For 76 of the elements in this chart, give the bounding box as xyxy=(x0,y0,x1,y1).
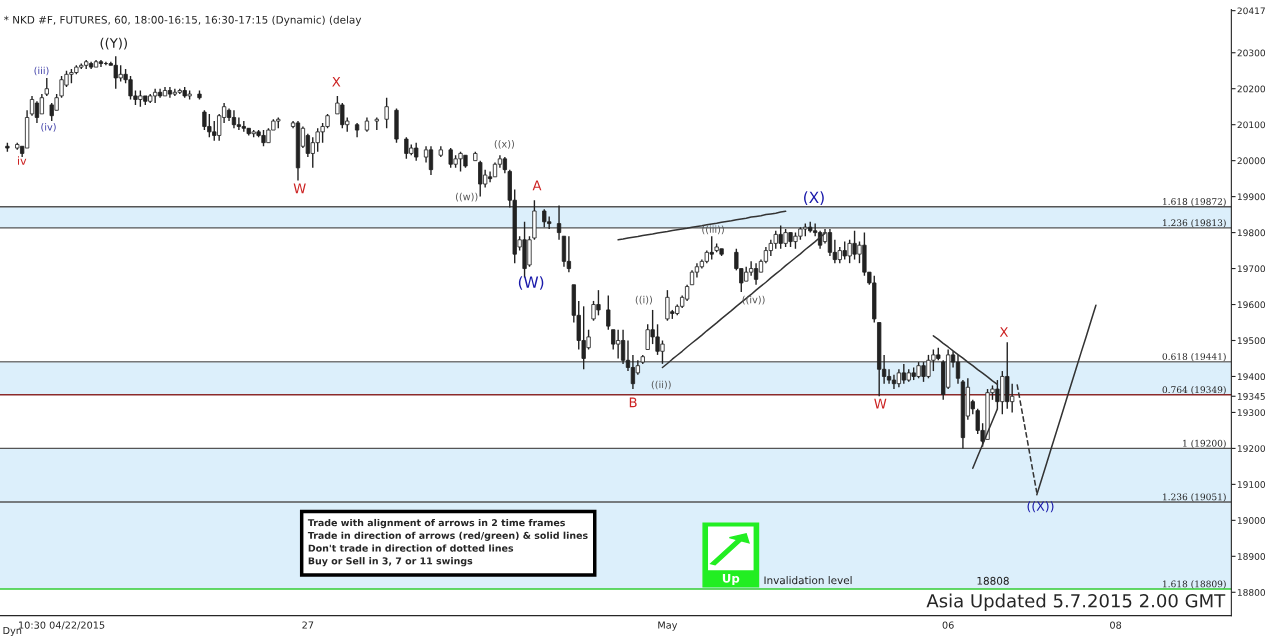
annotation: B xyxy=(629,397,637,408)
annotation: A xyxy=(532,180,542,191)
annotation: (X) xyxy=(804,191,824,205)
ref-line-label: 1.236 (19051) xyxy=(1163,493,1226,502)
annotation: Buy or Sell in 3, 7 or 11 swings xyxy=(308,557,473,567)
y-tick-label: 20300 xyxy=(1237,49,1266,57)
y-tick-label: 18900 xyxy=(1237,553,1266,560)
candlestick xyxy=(620,329,626,365)
annotation: (iii) xyxy=(34,66,49,76)
y-tick-label: 20417 xyxy=(1237,7,1265,15)
candlestick xyxy=(556,204,562,241)
annotation: ((ii)) xyxy=(651,380,671,390)
x-tick-label: 08 xyxy=(1110,621,1122,629)
y-tick-label: 18800 xyxy=(1237,589,1266,596)
y-tick-label: 19500 xyxy=(1237,337,1266,345)
annotation: ((Y)) xyxy=(100,37,127,50)
annotation: X xyxy=(332,76,341,87)
annotation: Trade with alignment of arrows in 2 time frames xyxy=(307,518,565,529)
annotation: ((iv)) xyxy=(742,295,765,305)
y-tick-label: 19900 xyxy=(1237,193,1266,201)
candlestick xyxy=(34,100,40,124)
ref-line-label: 1.618 (18809) xyxy=(1163,580,1226,589)
candlestick xyxy=(955,354,961,385)
candlestick xyxy=(384,97,389,129)
annotation: Trade in direction of arrows (red/green) & solid lines xyxy=(307,531,588,541)
y-tick-label: 20100 xyxy=(1237,121,1266,129)
ref-line-label: 1.618 (19872) xyxy=(1163,197,1226,207)
x-tick-label: May xyxy=(658,621,678,631)
candlestick xyxy=(29,95,35,117)
y-tick-label: 19345 xyxy=(1237,392,1265,400)
annotation: Invalidation level xyxy=(764,576,852,585)
y-tick-label: 19800 xyxy=(1237,229,1266,237)
candlestick xyxy=(630,354,636,390)
candlestick xyxy=(827,228,833,257)
x-tick-label: 27 xyxy=(302,621,314,629)
y-tick-label: 19700 xyxy=(1237,265,1266,273)
annotation: X xyxy=(999,327,1009,337)
annotation: (W) xyxy=(518,276,544,290)
candlestick xyxy=(891,373,897,390)
annotation: 18808 xyxy=(977,576,1009,585)
ref-line-label: 0.618 (19441) xyxy=(1162,352,1226,362)
y-tick-label: 20200 xyxy=(1237,85,1266,93)
candlestick xyxy=(886,368,892,385)
line-series xyxy=(932,335,999,386)
x-tick-label: 06 xyxy=(942,621,954,629)
annotation: W xyxy=(293,183,306,194)
ref-line-label: 0.764 (19349) xyxy=(1162,386,1226,395)
annotation: Don't trade in direction of dotted lines xyxy=(308,544,514,552)
line-series xyxy=(972,408,999,469)
candlestick xyxy=(606,294,611,331)
line-series xyxy=(617,210,787,241)
y-tick-label: 19600 xyxy=(1237,301,1266,309)
annotation: ((X)) xyxy=(1027,501,1054,513)
y-tick-label: 19100 xyxy=(1237,481,1266,488)
candlestick xyxy=(566,235,572,273)
annotation: (iv) xyxy=(41,123,56,132)
annotation: ((x)) xyxy=(494,140,514,149)
y-tick-label: 20000 xyxy=(1237,157,1266,165)
annotation: Asia Updated 5.7.2015 2.00 GMT xyxy=(926,593,1226,612)
y-tick-label: 19300 xyxy=(1237,409,1266,416)
annotation: Up xyxy=(722,573,740,586)
x-tick-label: 10:30 04/22/2015 xyxy=(19,621,105,630)
candlestick xyxy=(753,262,759,286)
y-tick-label: 19200 xyxy=(1237,445,1266,452)
annotation: ((w)) xyxy=(455,192,478,202)
candlestick xyxy=(428,145,434,176)
annotation: ((iii)) xyxy=(702,225,724,235)
y-tick-label: 19400 xyxy=(1237,373,1266,381)
candlestick xyxy=(236,116,242,131)
ref-line-label: 1 (19200) xyxy=(1183,439,1226,448)
annotation: ((i)) xyxy=(635,295,652,305)
annotation: W xyxy=(874,398,887,409)
y-tick-label: 19000 xyxy=(1237,517,1266,524)
text: * NKD #F, FUTURES, 60, 18:00-16:15, 16:30-17:15 (Dynamic) (delay xyxy=(4,15,362,26)
ref-line-label: 1.236 (19813) xyxy=(1163,219,1226,228)
annotation: iv xyxy=(18,156,27,165)
